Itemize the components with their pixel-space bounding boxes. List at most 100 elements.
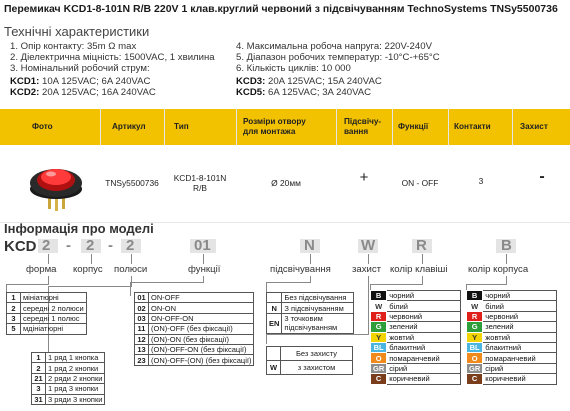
color-swatch: C: [369, 373, 388, 385]
color-swatch: G: [465, 321, 484, 333]
col-article: Артикул: [112, 122, 146, 131]
cell-protection: -: [539, 168, 545, 185]
table-row: EN 3 точковим підсвічуванням: [265, 312, 355, 334]
code-key-color: R: [416, 237, 427, 254]
code-poles: 2: [126, 237, 135, 254]
color-swatch: R: [465, 310, 484, 323]
table-row: 02 ON-ON: [134, 302, 255, 314]
color-name: білий: [386, 300, 462, 312]
color-name: помаранчевий: [482, 352, 558, 364]
spec-line: 2. Діелектрична міцність: 1500VAC, 1 хви…: [10, 52, 215, 63]
color-swatch: W: [465, 300, 484, 312]
table-row: TNSy5500736 KCD1-8-101N R/B Ø 20мм + ON -…: [0, 145, 570, 222]
color-name: зелений: [482, 321, 558, 333]
table-row: 5 мдініатюрні: [6, 323, 87, 335]
color-swatch: O: [465, 352, 484, 364]
label-key-color: колір клавіші: [390, 264, 448, 275]
color-swatch: G: [369, 321, 388, 333]
spec-line: 6. Кількість циклів: 10 000: [236, 63, 351, 74]
color-name: коричневий: [386, 373, 462, 385]
color-name: червоний: [482, 310, 558, 323]
code-form: 2: [42, 237, 51, 254]
table-row: 03 ON-OFF-ON: [134, 312, 255, 325]
code-body: 2: [86, 237, 95, 254]
color-name: сірий: [386, 362, 462, 375]
spec-line: 4. Максимальна робоча напруга: 220V-240V: [236, 41, 432, 52]
color-name: сірий: [482, 362, 558, 375]
switch-photo: [30, 169, 82, 211]
col-protection: Захист: [520, 122, 548, 131]
table-row: BL блакитний: [369, 341, 462, 354]
table-row: BL блакитний: [465, 341, 558, 354]
col-type: Тип: [174, 122, 189, 131]
label-poles: полюси: [114, 264, 148, 275]
cell-type: KCD1-8-101N R/B: [173, 173, 227, 193]
col-size: Розміри отвору для монтажа: [243, 117, 306, 136]
color-name: зелений: [386, 321, 462, 333]
page-title: Перемикач KCD1-8-101N R/B 220V 1 клав.кр…: [4, 3, 558, 15]
table-row: Без підсвічування: [265, 291, 355, 304]
col-backlight: Підсвічу-вання: [344, 117, 382, 136]
model-heading: Інформація про моделі: [4, 221, 154, 236]
table-row: GR сірий: [465, 362, 558, 375]
color-swatch: BL: [369, 341, 388, 354]
color-name: червоний: [386, 310, 462, 323]
spec-line: 5. Діапазон робочих температур: -10°C-+6…: [236, 52, 440, 63]
color-swatch: R: [369, 310, 388, 323]
specs-heading: Технічні характеристики: [4, 24, 150, 39]
table-row: 13 (ON)-OFF-ON (без фіксації): [134, 343, 255, 356]
code-dash: -: [66, 237, 71, 254]
code-backlight: N: [304, 237, 315, 254]
cell-function: ON - OFF: [401, 178, 439, 188]
color-swatch: BL: [465, 341, 484, 354]
color-name: коричневий: [482, 373, 558, 385]
table-row: 23 (ON)-OFF-(ON) (без фіксації): [134, 354, 255, 366]
spec-current-line: KCD3: 20A 125VAC; 15A 240VAC: [236, 76, 382, 87]
table-row: 21 2 ряди 2 кнопки: [31, 372, 106, 385]
color-swatch: O: [369, 352, 388, 364]
spec-current-line: KCD1: 10A 125VAC; 6A 240VAC: [10, 76, 151, 87]
table-row: Без захисту: [266, 346, 353, 361]
color-swatch: W: [369, 300, 388, 312]
color-name: блакитний: [386, 341, 462, 354]
table-row: 01 ON-OFF: [134, 291, 255, 304]
table-row: 1 мініатюрні: [6, 291, 87, 304]
spec-current-line: KCD5: 6A 125VAC; 3A 240VAC: [236, 87, 372, 98]
table-row: 12 (ON)-ON (без фіксації): [134, 333, 255, 345]
code-functions: 01: [194, 237, 211, 254]
color-name: білий: [482, 300, 558, 312]
color-swatch: Y: [369, 331, 388, 343]
color-name: жовтий: [482, 331, 558, 343]
table-row: GR сірий: [369, 362, 462, 375]
table-row: 11 (ON)-OFF (без фіксації): [134, 323, 255, 335]
code-prefix: KCD: [4, 238, 37, 255]
code-protection: W: [361, 237, 376, 254]
label-form: форма: [26, 264, 57, 275]
spec-line: 1. Опір контакту: 35m Ω max: [10, 41, 137, 52]
color-name: помаранчевий: [386, 352, 462, 364]
cell-size: Ø 20мм: [271, 178, 301, 188]
table-row: 2 середні 2 полюси: [6, 302, 87, 314]
color-swatch: GR: [369, 362, 388, 375]
color-swatch: B: [369, 289, 388, 302]
color-name: жовтий: [386, 331, 462, 343]
cell-article: TNSy5500736: [105, 178, 159, 188]
cell-backlight: +: [359, 169, 369, 186]
